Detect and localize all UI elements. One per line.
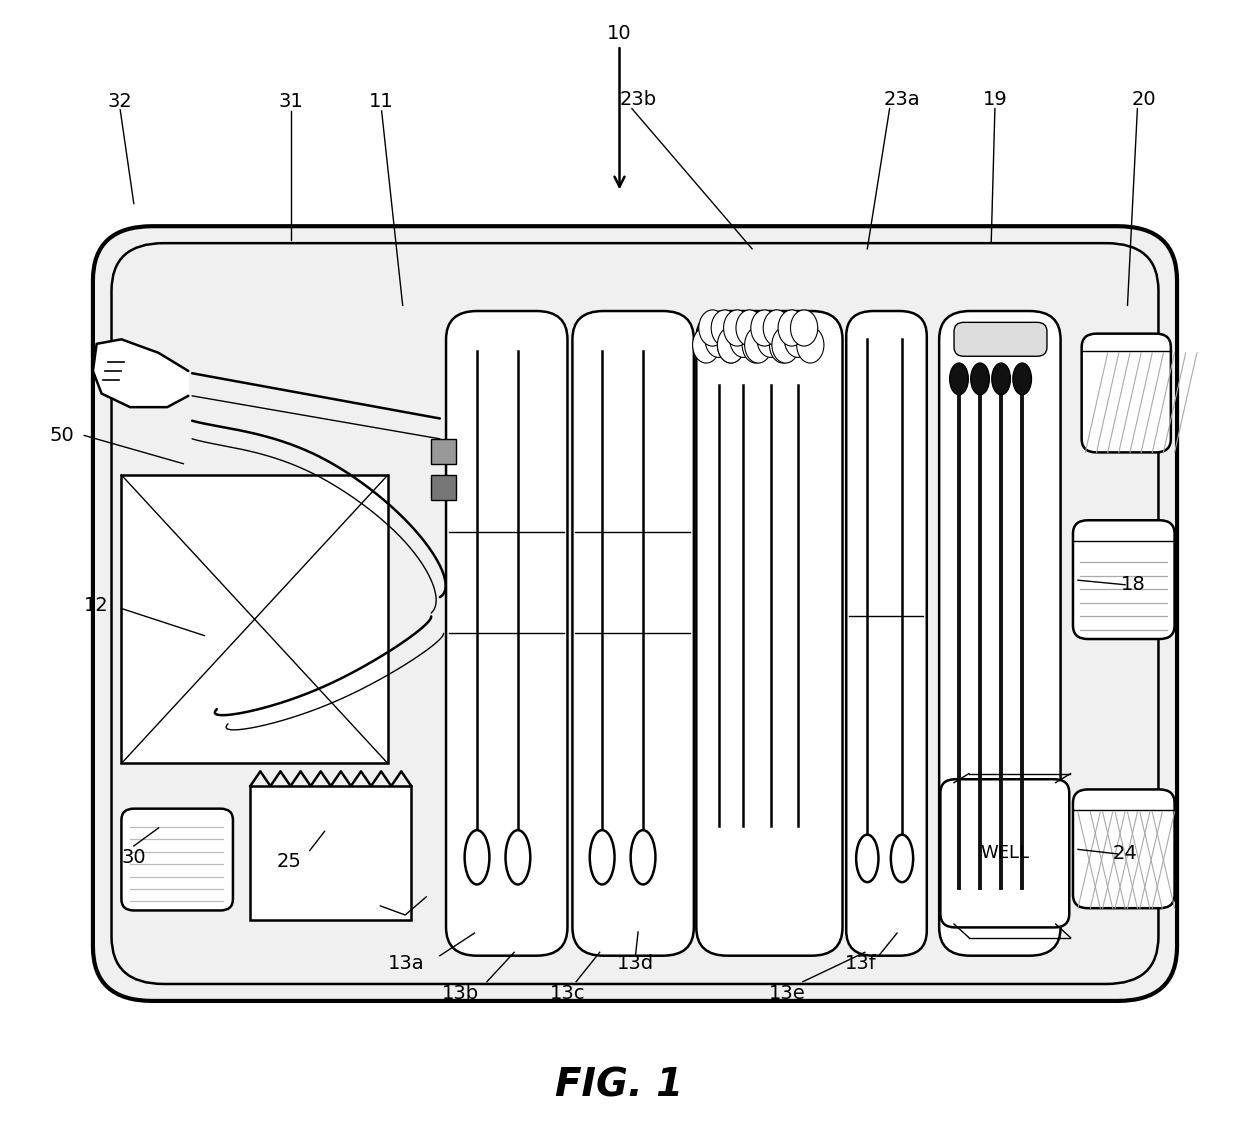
FancyBboxPatch shape	[446, 311, 567, 956]
FancyBboxPatch shape	[1073, 789, 1175, 908]
Text: 13e: 13e	[768, 984, 805, 1002]
Ellipse shape	[790, 310, 818, 346]
FancyBboxPatch shape	[954, 322, 1047, 356]
Ellipse shape	[465, 830, 489, 884]
FancyBboxPatch shape	[846, 311, 927, 956]
Ellipse shape	[797, 327, 824, 363]
Text: 23a: 23a	[883, 90, 921, 109]
Ellipse shape	[763, 310, 790, 346]
Bar	[431, 439, 456, 464]
Ellipse shape	[991, 363, 1011, 395]
Text: 31: 31	[279, 93, 304, 111]
Ellipse shape	[772, 327, 799, 363]
Ellipse shape	[705, 321, 732, 357]
Text: 13d: 13d	[617, 955, 654, 973]
FancyBboxPatch shape	[940, 779, 1069, 927]
Text: 50: 50	[50, 426, 74, 444]
Text: 10: 10	[607, 25, 632, 43]
Ellipse shape	[717, 327, 745, 363]
Ellipse shape	[757, 321, 784, 357]
FancyBboxPatch shape	[939, 311, 1061, 956]
Ellipse shape	[891, 835, 913, 882]
Bar	[431, 475, 456, 500]
Text: FIG. 1: FIG. 1	[555, 1067, 684, 1105]
Ellipse shape	[769, 327, 797, 363]
Text: 25: 25	[276, 853, 301, 871]
Ellipse shape	[1012, 363, 1031, 395]
Ellipse shape	[745, 327, 772, 363]
FancyBboxPatch shape	[121, 809, 233, 910]
FancyBboxPatch shape	[696, 311, 843, 956]
Ellipse shape	[751, 310, 778, 346]
Text: 11: 11	[369, 93, 394, 111]
Text: 13c: 13c	[550, 984, 585, 1002]
FancyBboxPatch shape	[1073, 520, 1175, 639]
Text: WELL: WELL	[980, 845, 1030, 862]
Text: 13b: 13b	[442, 984, 479, 1002]
Text: 13f: 13f	[845, 955, 877, 973]
Ellipse shape	[631, 830, 655, 884]
Ellipse shape	[699, 310, 726, 346]
Text: 30: 30	[121, 848, 146, 866]
Text: 13a: 13a	[388, 955, 425, 973]
Ellipse shape	[971, 363, 990, 395]
Ellipse shape	[711, 310, 738, 346]
FancyBboxPatch shape	[1082, 334, 1171, 452]
Ellipse shape	[949, 363, 969, 395]
Polygon shape	[93, 339, 188, 407]
Text: 24: 24	[1113, 845, 1137, 863]
Ellipse shape	[742, 327, 769, 363]
Text: 12: 12	[84, 596, 109, 614]
Ellipse shape	[693, 327, 720, 363]
Text: 19: 19	[983, 90, 1007, 109]
Ellipse shape	[730, 321, 757, 357]
Ellipse shape	[590, 830, 615, 884]
Text: 32: 32	[108, 93, 133, 111]
Ellipse shape	[784, 321, 812, 357]
FancyBboxPatch shape	[93, 226, 1177, 1001]
Text: 18: 18	[1121, 576, 1146, 594]
Text: 20: 20	[1131, 90, 1156, 109]
Bar	[250, 786, 411, 920]
FancyBboxPatch shape	[572, 311, 694, 956]
Bar	[121, 475, 388, 763]
Ellipse shape	[717, 327, 745, 363]
Ellipse shape	[856, 835, 878, 882]
Ellipse shape	[724, 310, 751, 346]
Ellipse shape	[736, 310, 763, 346]
Ellipse shape	[506, 830, 530, 884]
Text: 23b: 23b	[620, 90, 657, 109]
Ellipse shape	[778, 310, 805, 346]
